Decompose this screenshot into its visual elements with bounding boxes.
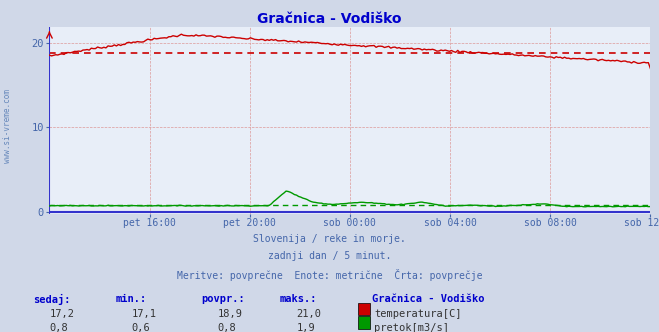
Text: povpr.:: povpr.: <box>201 294 244 304</box>
Text: 0,6: 0,6 <box>132 323 150 332</box>
Text: maks.:: maks.: <box>280 294 318 304</box>
Text: pretok[m3/s]: pretok[m3/s] <box>374 323 449 332</box>
Text: Gračnica - Vodiško: Gračnica - Vodiško <box>257 12 402 26</box>
Text: Gračnica - Vodiško: Gračnica - Vodiško <box>372 294 485 304</box>
Text: 21,0: 21,0 <box>297 309 322 319</box>
Text: www.si-vreme.com: www.si-vreme.com <box>3 89 13 163</box>
Text: zadnji dan / 5 minut.: zadnji dan / 5 minut. <box>268 251 391 261</box>
Text: 1,9: 1,9 <box>297 323 315 332</box>
Text: 17,1: 17,1 <box>132 309 157 319</box>
Text: 18,9: 18,9 <box>217 309 243 319</box>
Text: Slovenija / reke in morje.: Slovenija / reke in morje. <box>253 234 406 244</box>
Text: 0,8: 0,8 <box>217 323 236 332</box>
Text: temperatura[C]: temperatura[C] <box>374 309 462 319</box>
Text: Meritve: povprečne  Enote: metrične  Črta: povprečje: Meritve: povprečne Enote: metrične Črta:… <box>177 269 482 281</box>
Text: 17,2: 17,2 <box>49 309 74 319</box>
Text: 0,8: 0,8 <box>49 323 68 332</box>
Text: sedaj:: sedaj: <box>33 294 71 305</box>
Text: min.:: min.: <box>115 294 146 304</box>
